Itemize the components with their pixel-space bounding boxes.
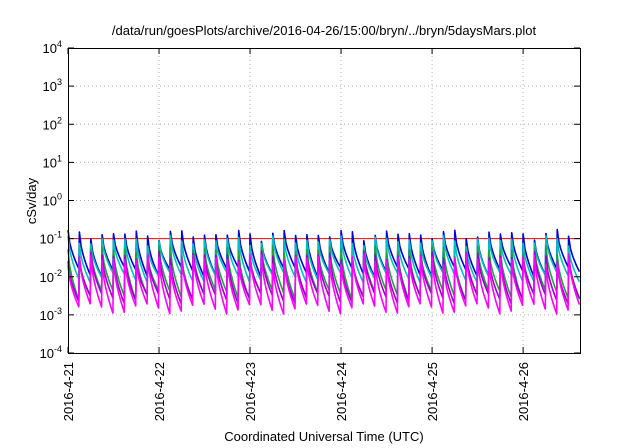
x-tick-label: 2016-4-22 bbox=[152, 362, 167, 421]
x-axis-label: Coordinated Universal Time (UTC) bbox=[224, 429, 423, 444]
y-tick-label: 10-3 bbox=[40, 306, 62, 323]
chart-title: /data/run/goesPlots/archive/2016-04-26/1… bbox=[112, 23, 537, 38]
x-tick-label: 2016-4-26 bbox=[516, 362, 531, 421]
y-tick-label: 101 bbox=[43, 153, 62, 170]
y-tick-label: 102 bbox=[43, 115, 62, 132]
series-group bbox=[67, 228, 581, 315]
x-tick-label: 2016-4-21 bbox=[61, 362, 76, 421]
y-axis-label: cSv/day bbox=[24, 177, 39, 224]
series-line bbox=[67, 245, 581, 301]
series-line bbox=[67, 250, 581, 305]
x-tick-label: 2016-4-24 bbox=[334, 362, 349, 421]
x-tick-label: 2016-4-25 bbox=[425, 362, 440, 421]
y-tick-label: 10-4 bbox=[40, 344, 62, 361]
series-line bbox=[67, 253, 581, 315]
series-line bbox=[67, 234, 581, 284]
y-tick-label: 100 bbox=[43, 192, 62, 209]
y-tick-label: 10-2 bbox=[40, 268, 62, 285]
x-axis: 2016-4-21 2016-4-22 2016-4-23 2016-4-24 2016… bbox=[61, 48, 531, 421]
y-tick-label: 104 bbox=[43, 39, 62, 56]
y-tick-label: 10-1 bbox=[40, 230, 62, 247]
y-axis: 104 103 102 101 100 10-1 10-2 10-3 10-4 bbox=[40, 39, 580, 361]
grid bbox=[68, 48, 580, 353]
y-tick-label: 103 bbox=[43, 77, 62, 94]
series-line bbox=[67, 228, 581, 278]
x-tick-label: 2016-4-23 bbox=[243, 362, 258, 421]
